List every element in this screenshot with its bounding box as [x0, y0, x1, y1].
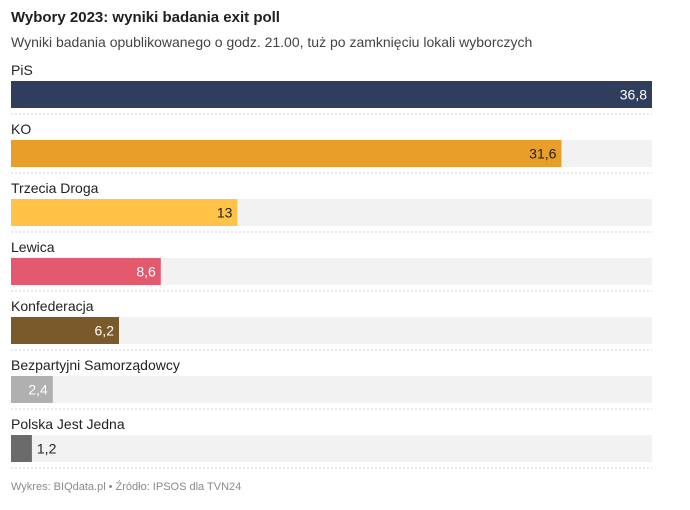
chart-subtitle: Wyniki badania opublikowanego o godz. 21…	[11, 34, 533, 50]
value-label: 8,6	[136, 264, 156, 280]
bar	[11, 376, 53, 403]
category-label: Polska Jest Jedna	[11, 416, 125, 432]
category-label: Lewica	[11, 239, 55, 255]
bar	[11, 140, 562, 167]
bar-track	[11, 435, 652, 462]
category-label: Bezpartyjni Samorządowcy	[11, 357, 180, 373]
category-label: Trzecia Droga	[11, 180, 99, 196]
source-note: Wykres: BIQdata.pl • Źródło: IPSOS dla TVN…	[11, 481, 241, 493]
chart-credit: Wykres: BIQdata.pl	[11, 481, 106, 493]
bar-track	[11, 376, 652, 403]
data-source: Źródło: IPSOS dla TVN24	[115, 481, 242, 493]
value-label: 6,2	[95, 323, 115, 339]
bar	[11, 435, 32, 462]
category-label: KO	[11, 121, 31, 137]
category-label: Konfederacja	[11, 298, 94, 314]
value-label: 1,2	[37, 441, 57, 457]
value-label: 2,4	[28, 382, 48, 398]
bar	[11, 81, 652, 108]
bar	[11, 317, 119, 344]
value-label: 13	[217, 205, 233, 221]
value-label: 31,6	[529, 146, 556, 162]
value-label: 36,8	[620, 87, 647, 103]
footer-separator: •	[108, 481, 113, 493]
bar	[11, 258, 161, 285]
category-label: PiS	[11, 62, 33, 78]
chart-title: Wybory 2023: wyniki badania exit poll	[11, 9, 280, 26]
bar	[11, 199, 238, 226]
